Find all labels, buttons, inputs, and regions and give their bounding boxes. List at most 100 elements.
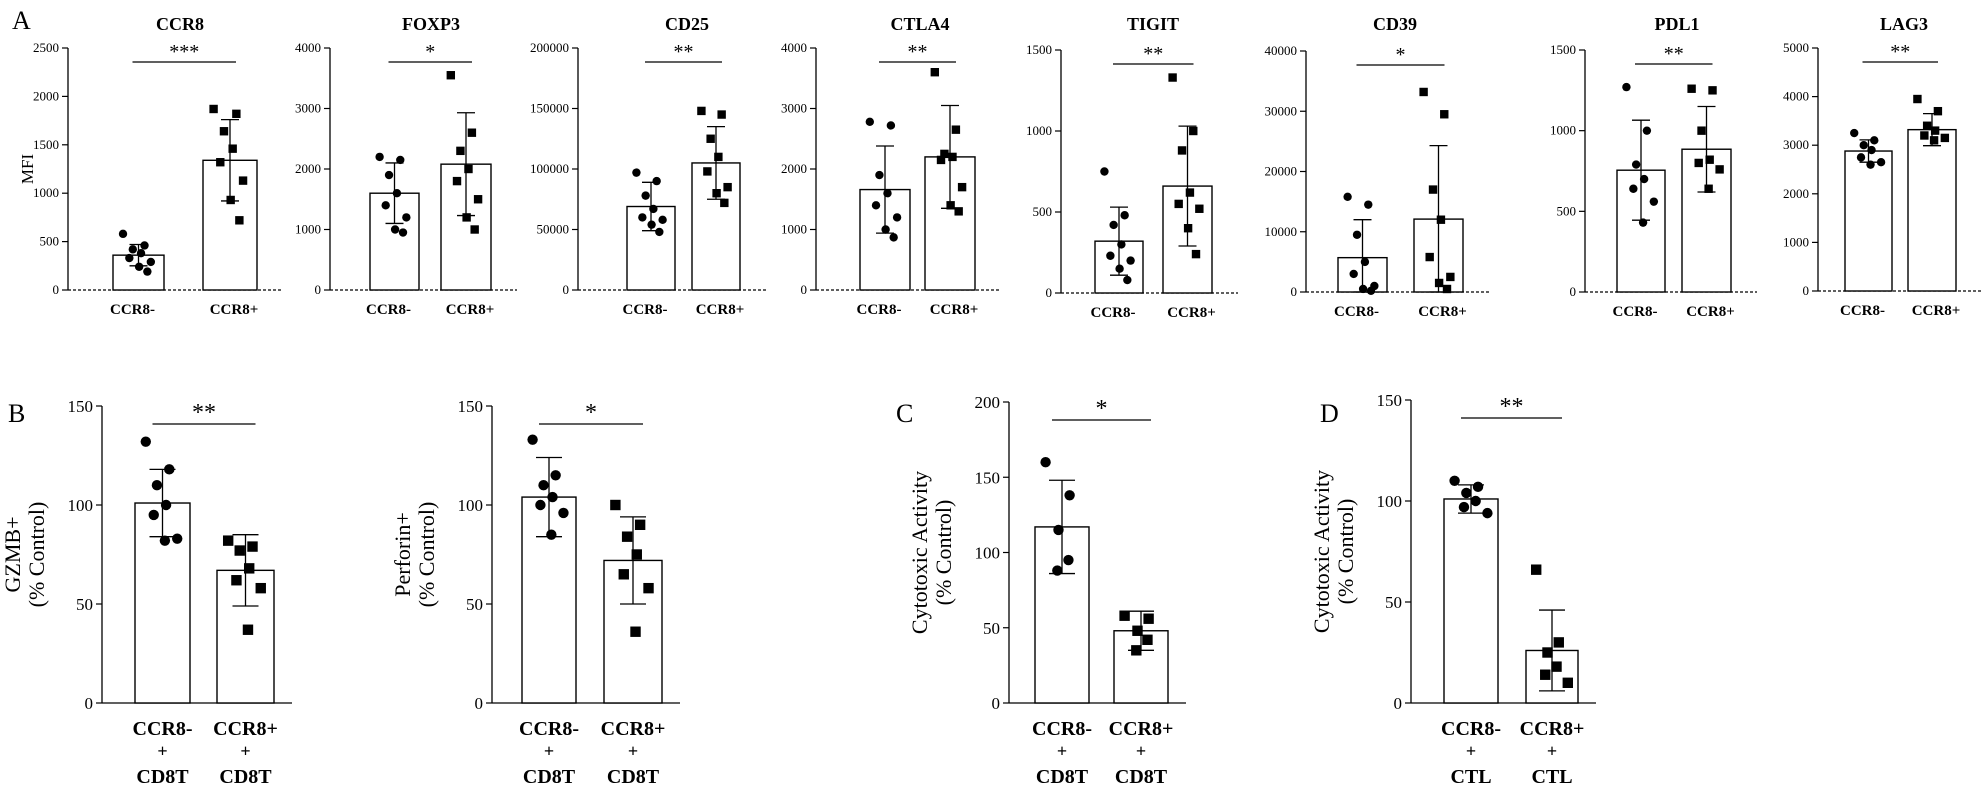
data-point	[1933, 106, 1943, 116]
data-point	[886, 121, 896, 130]
y-axis-label-units: (% Control)	[414, 502, 439, 608]
data-point	[1183, 224, 1193, 233]
data-point	[244, 563, 255, 574]
data-point	[1419, 87, 1428, 97]
y-tick-label: 0	[1570, 284, 1577, 299]
significance-stars: **	[674, 41, 694, 63]
x-category-label: CCR8+	[1418, 304, 1467, 320]
y-tick-label: 40000	[1265, 43, 1298, 58]
chart-title-cd25: CD25	[665, 14, 709, 34]
x-category-label: CCR8+	[1167, 305, 1216, 321]
x-category-label: CCR8+	[446, 302, 495, 318]
x-category-label: CCR8-	[519, 718, 579, 740]
y-tick-label: 0	[1046, 285, 1053, 300]
chart-title-tigit: TIGIT	[1127, 14, 1179, 34]
x-category-sublabel: CD8T	[1115, 766, 1168, 788]
data-point	[1364, 200, 1373, 209]
data-point	[1929, 136, 1939, 145]
data-point	[649, 204, 658, 214]
data-point	[1867, 145, 1876, 155]
data-point	[148, 509, 159, 521]
data-point	[643, 582, 654, 594]
data-point	[1472, 481, 1484, 493]
data-point	[547, 491, 558, 503]
data-point	[398, 228, 408, 237]
y-tick-label: 1500	[1550, 42, 1576, 57]
x-category-label: CCR8+	[1686, 304, 1735, 320]
y-tick-label: 150000	[530, 101, 569, 116]
data-point	[1436, 215, 1446, 224]
y-tick-label: 0	[801, 282, 808, 297]
y-tick-label: 100	[458, 496, 484, 515]
data-point	[652, 176, 661, 186]
chart-title-ctla4: CTLA4	[890, 14, 949, 34]
y-tick-label: 50000	[537, 222, 570, 237]
x-category-label: CCR8-	[623, 302, 668, 318]
data-point	[621, 531, 633, 542]
data-point	[1142, 634, 1153, 645]
data-point	[464, 164, 473, 174]
y-tick-label: 1500	[1026, 42, 1052, 57]
y-tick-label: 30000	[1265, 103, 1298, 118]
significance-stars: *	[425, 41, 435, 63]
data-point	[1461, 487, 1472, 499]
x-category-label: CCR8-	[1441, 718, 1501, 740]
data-point	[538, 480, 549, 491]
data-point	[714, 152, 723, 162]
data-point	[396, 155, 405, 165]
y-tick-label: 1000	[781, 222, 807, 237]
panel-letter-a: A	[12, 6, 31, 35]
data-point	[1360, 257, 1370, 267]
data-point	[1687, 84, 1696, 93]
y-tick-label: 5000	[1783, 40, 1809, 55]
y-axis-label: Perforin+	[390, 512, 415, 597]
chart-title-foxp3: FOXP3	[402, 14, 460, 34]
data-point	[136, 249, 146, 258]
y-tick-label: 500	[1033, 204, 1053, 219]
data-point	[647, 220, 656, 229]
y-tick-label: 50	[466, 595, 483, 614]
x-category-label: CCR8+	[1520, 718, 1585, 740]
x-category-label: CCR8+	[213, 718, 278, 740]
y-axis-label: Cytotoxic Activity	[907, 471, 932, 634]
y-tick-label: 100	[68, 496, 94, 515]
data-point	[1349, 269, 1358, 279]
data-point	[865, 117, 875, 127]
bar-ccr8-neg	[1844, 150, 1893, 292]
x-category-connector: +	[157, 741, 167, 761]
data-point	[143, 267, 152, 276]
y-tick-label: 2000	[295, 161, 321, 176]
data-point	[462, 213, 471, 222]
y-tick-label: 1500	[33, 137, 59, 152]
y-tick-label: 1000	[1550, 123, 1576, 138]
significance-stars: *	[585, 400, 597, 426]
y-tick-label: 0	[1291, 284, 1298, 299]
data-point	[1866, 160, 1875, 169]
data-point	[634, 519, 646, 530]
data-point	[948, 152, 957, 162]
y-tick-label: 1000	[295, 222, 321, 237]
data-point	[1358, 284, 1368, 294]
x-category-sublabel: CD8T	[607, 766, 660, 788]
y-tick-label: 0	[1803, 283, 1810, 298]
data-point	[1343, 192, 1352, 202]
data-point	[1449, 475, 1460, 486]
data-point	[231, 575, 242, 586]
data-point	[1446, 272, 1455, 282]
data-point	[720, 198, 729, 208]
data-point	[1168, 73, 1177, 82]
data-point	[1870, 136, 1879, 145]
data-point	[1913, 94, 1922, 104]
y-tick-label: 500	[1557, 203, 1577, 218]
data-point	[703, 167, 712, 176]
x-category-sublabel: CTL	[1450, 766, 1491, 788]
x-category-label: CCR8-	[110, 302, 155, 318]
significance-stars: *	[1096, 396, 1108, 422]
data-point	[1458, 501, 1470, 513]
data-point	[658, 215, 667, 225]
x-category-label: CCR8-	[1334, 304, 1379, 320]
chart-title-cd39: CD39	[1373, 14, 1417, 34]
data-point	[1064, 490, 1075, 501]
data-point	[247, 541, 258, 552]
data-point	[467, 128, 477, 137]
